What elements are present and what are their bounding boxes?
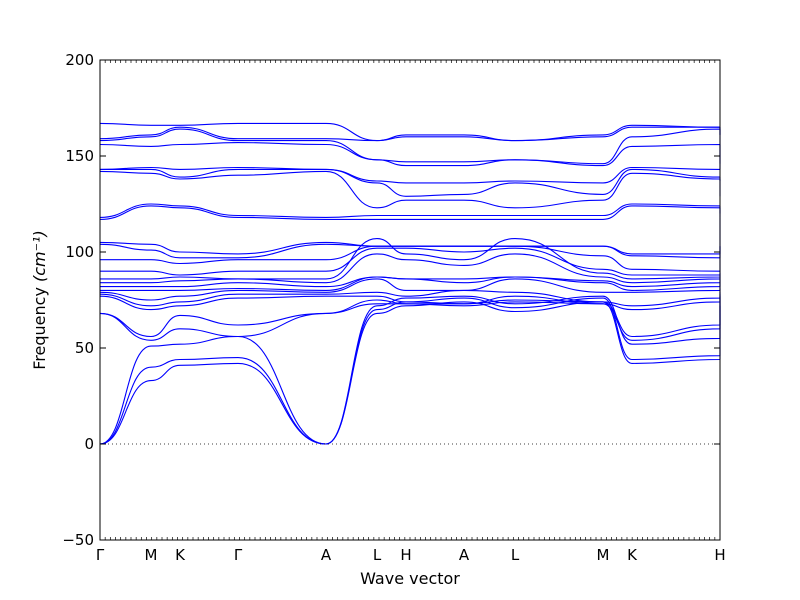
- band-line: [99, 170, 721, 209]
- x-tick-label: A: [321, 546, 332, 564]
- band-line: [99, 128, 721, 165]
- x-tick-label: H: [400, 546, 411, 564]
- band-line: [99, 142, 721, 167]
- y-tick-label: 50: [75, 339, 94, 357]
- band-line: [100, 276, 721, 288]
- band-line: [99, 205, 721, 220]
- x-tick-label: L: [373, 546, 382, 564]
- y-tick-label: 100: [65, 243, 94, 261]
- band-line: [99, 122, 721, 142]
- y-axis-label: Frequency (cm⁻¹): [30, 230, 49, 369]
- band-line: [100, 253, 721, 284]
- y-tick-label: −50: [62, 531, 94, 549]
- band-line: [99, 288, 721, 307]
- x-tick-label: K: [175, 546, 186, 564]
- x-tick-label: A: [459, 546, 470, 564]
- x-tick-label: K: [627, 546, 638, 564]
- x-tick-label: Γ: [96, 546, 105, 564]
- y-tick-label: 150: [65, 147, 94, 165]
- x-tick-label: M: [597, 546, 610, 564]
- band-line: [99, 292, 721, 311]
- band-line: [100, 247, 721, 276]
- band-line: [100, 238, 721, 280]
- y-tick-label: 200: [65, 51, 94, 69]
- band-line: [99, 217, 721, 255]
- x-tick-label: Γ: [234, 546, 243, 564]
- x-axis-label: Wave vector: [360, 569, 460, 588]
- band-line: [99, 294, 721, 338]
- band-line: [99, 126, 721, 142]
- x-tick-label: M: [145, 546, 158, 564]
- x-tick-label: L: [511, 546, 520, 564]
- band-line: [99, 163, 721, 184]
- band-lines: [99, 122, 721, 445]
- y-axis-unit: (cm⁻¹): [30, 230, 49, 282]
- plot-frame: [99, 59, 721, 541]
- band-line: [99, 301, 721, 445]
- x-tick-label: H: [714, 546, 725, 564]
- y-tick-label: 0: [84, 435, 94, 453]
- band-line: [99, 297, 721, 445]
- y-axis-label-text: Frequency: [30, 287, 49, 370]
- band-line: [99, 203, 721, 218]
- band-line: [99, 278, 721, 301]
- band-line: [100, 168, 721, 197]
- y-axis-ticks: −50 0 50 100 150 200: [62, 51, 720, 549]
